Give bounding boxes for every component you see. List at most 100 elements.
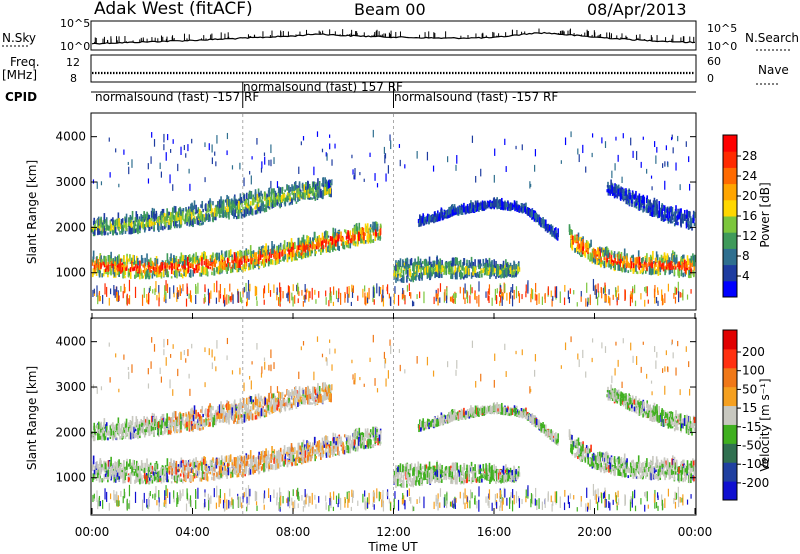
power-echo-mark [335, 239, 338, 247]
power-echo-mark [290, 238, 293, 247]
power-echo-mark [167, 211, 169, 219]
power-noise-mark [114, 289, 116, 298]
power-echo-mark [110, 251, 112, 261]
power-noise-mark [576, 302, 578, 307]
power-sparse-mark [677, 135, 679, 142]
power-sparse-mark [170, 149, 172, 153]
power-echo-mark [221, 202, 223, 209]
power-sparse-mark [316, 183, 318, 188]
power-echo-mark [161, 263, 164, 271]
power-echo-mark [146, 269, 149, 277]
power-echo-mark [494, 265, 497, 269]
power-echo-mark [238, 260, 240, 269]
power-echo-mark [402, 276, 405, 283]
power-echo-mark [267, 199, 270, 206]
power-noise-mark [226, 294, 228, 305]
velocity-echo-mark [168, 470, 171, 475]
power-echo-mark [628, 263, 630, 268]
power-echo-mark [440, 264, 442, 274]
power-noise-mark [242, 288, 244, 298]
power-echo-mark [407, 269, 409, 279]
power-echo-mark [328, 239, 331, 244]
power-echo-mark [271, 240, 273, 250]
velocity-echo-mark [111, 467, 114, 474]
power-echo-mark [261, 254, 263, 258]
power-sparse-mark [455, 164, 457, 171]
velocity-echo-mark [113, 477, 116, 482]
velocity-echo-mark [205, 460, 208, 465]
power-echo-mark [189, 263, 192, 269]
power-echo-mark [630, 195, 632, 199]
power-echo-mark [171, 258, 174, 266]
power-echo-mark [154, 221, 157, 226]
velocity-echo-mark [167, 476, 169, 482]
power-echo-mark [174, 206, 177, 213]
power-echo-mark [501, 202, 504, 210]
power-noise-mark [397, 294, 400, 306]
power-echo-mark [270, 201, 272, 207]
power-echo-mark [212, 212, 214, 220]
power-echo-mark [141, 257, 144, 264]
power-echo-mark [650, 267, 653, 276]
power-echo-mark [246, 208, 249, 215]
power-sparse-mark [636, 151, 638, 160]
power-echo-mark [115, 221, 118, 226]
power-echo-mark [441, 212, 444, 221]
power-echo-mark [306, 186, 309, 190]
power-sparse-mark [560, 160, 562, 164]
power-echo-mark [616, 187, 618, 191]
power-sparse-mark [191, 138, 193, 144]
power-noise-mark [464, 283, 466, 294]
power-echo-mark [474, 268, 477, 274]
power-echo-mark [676, 215, 678, 219]
power-echo-mark [419, 215, 422, 223]
velocity-echo-mark [159, 478, 162, 481]
power-echo-mark [162, 269, 165, 277]
power-echo-mark [641, 271, 644, 275]
power-noise-mark [677, 291, 680, 303]
power-echo-mark [495, 263, 498, 270]
power-noise-mark [647, 299, 649, 304]
power-echo-mark [633, 201, 636, 207]
power-echo-mark [379, 225, 382, 235]
power-echo-mark [664, 266, 666, 276]
power-echo-mark [263, 257, 265, 267]
power-echo-mark [395, 264, 397, 272]
power-noise-mark [661, 289, 663, 301]
power-echo-mark [120, 258, 123, 262]
power-echo-mark [580, 254, 582, 258]
power-echo-mark [286, 242, 289, 248]
power-echo-mark [353, 243, 356, 246]
power-echo-mark [470, 204, 473, 210]
power-echo-mark [250, 206, 252, 215]
power-echo-mark [351, 235, 354, 242]
power-echo-mark [309, 237, 312, 244]
power-noise-mark [276, 287, 278, 295]
velocity-echo-mark [149, 462, 152, 468]
power-echo-mark [105, 228, 107, 231]
power-noise-mark [469, 284, 472, 295]
power-echo-mark [413, 263, 415, 271]
power-echo-mark [372, 239, 374, 243]
power-echo-mark [200, 219, 202, 223]
power-echo-mark [661, 210, 663, 218]
power-noise-mark [128, 298, 130, 304]
power-noise-mark [158, 292, 160, 302]
power-sparse-mark [685, 141, 687, 147]
power-echo-mark [199, 272, 201, 277]
power-sparse-mark [331, 179, 333, 186]
power-echo-mark [445, 261, 447, 269]
power-echo-mark [284, 248, 287, 257]
power-echo-mark [247, 265, 250, 271]
power-echo-mark [443, 272, 445, 275]
power-sparse-mark [672, 147, 674, 154]
power-echo-mark [434, 217, 436, 223]
power-echo-mark [268, 197, 270, 207]
velocity-echo-mark [117, 474, 119, 480]
power-echo-mark [244, 267, 246, 272]
power-echo-mark [231, 254, 233, 258]
power-noise-mark [288, 291, 291, 304]
power-echo-mark [125, 267, 127, 271]
power-echo-mark [317, 178, 319, 186]
